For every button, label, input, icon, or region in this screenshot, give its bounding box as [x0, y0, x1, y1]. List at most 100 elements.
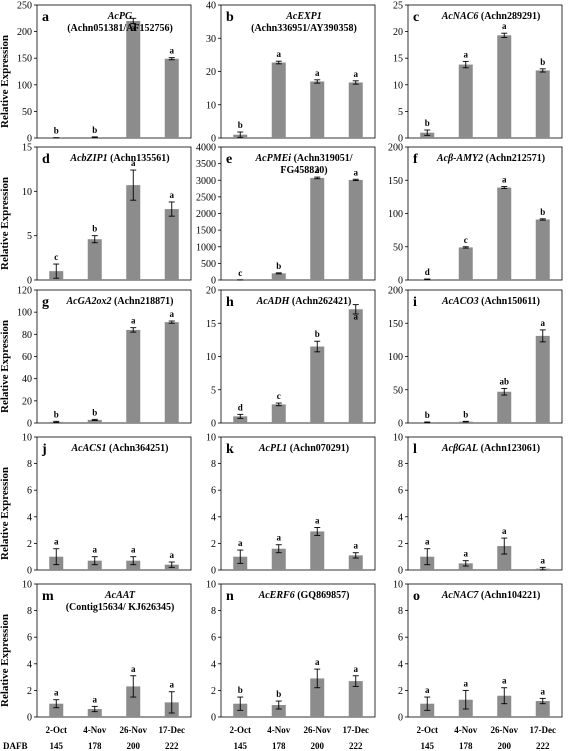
gene-accession: (Achn150611) [479, 296, 540, 307]
x-dafb-label: 200 [127, 741, 141, 751]
significance-label: a [54, 537, 59, 547]
panel-f: 0 50 100 150 200 d c a b f Acβ-AMY2 (Achn212571) [388, 143, 563, 287]
gene-accession: (Achn123061) [478, 443, 540, 454]
bar [310, 531, 325, 570]
panel-title: AcACO3 (Achn150611) [441, 296, 540, 307]
y-tick-label: 50 [393, 242, 403, 253]
y-axis-label: Relative Expression [0, 320, 11, 413]
gene-name: AcACS1 [71, 443, 107, 454]
significance-label: b [463, 409, 468, 419]
x-date-label: 26-Nov [120, 725, 148, 735]
bar [233, 416, 248, 423]
panel-title: AcPG [107, 11, 133, 22]
x-date-label: 2-Oct [46, 725, 68, 735]
y-tick-label: 4 [211, 659, 216, 670]
bar [164, 58, 179, 139]
y-tick-label: 10 [206, 100, 216, 111]
y-tick-label: 0 [27, 134, 32, 145]
panel-o: 0 2 4 6 8 10 a a a a o AcNAC7 (Achn104221) [393, 580, 563, 724]
significance-label: a [93, 694, 98, 704]
y-tick-label: 200 [388, 286, 403, 297]
y-tick-label: 0 [211, 276, 216, 287]
y-axis-label: Relative Expression [0, 35, 11, 128]
y-tick-label: 6 [211, 633, 216, 644]
y-tick-label: 100 [17, 308, 32, 319]
y-tick-label: 8 [27, 459, 32, 470]
x-dafb-label: 178 [272, 741, 286, 751]
bar [271, 62, 286, 138]
bar [126, 20, 141, 138]
y-tick-label: 40 [206, 1, 216, 12]
significance-label: a [170, 550, 175, 560]
panel-i: 0 50 100 150 200 b b ab a i AcACO3 (Achn150611) [388, 286, 563, 430]
y-tick-label: 6 [398, 486, 403, 497]
y-tick-label: 0 [398, 566, 403, 577]
panel-letter: n [226, 589, 234, 604]
y-tick-label: 50 [393, 385, 403, 396]
significance-label: c [464, 235, 468, 245]
significance-label: a [131, 664, 136, 674]
significance-label: b [276, 689, 281, 699]
y-tick-label: 25 [393, 1, 403, 12]
y-tick-label: 1500 [196, 226, 216, 237]
significance-label: a [170, 309, 175, 319]
y-tick-label: 20 [393, 27, 403, 38]
significance-label: a [131, 23, 136, 33]
significance-label: a [170, 680, 175, 690]
panel-title: AcERF6 (GQ869857) [258, 590, 350, 601]
bar [126, 185, 141, 280]
gene-name: AcEXP1 [285, 11, 322, 22]
y-tick-label: 15 [393, 54, 403, 65]
gene-name: Acβ-AMY2 [436, 153, 483, 164]
significance-label: a [502, 676, 507, 686]
significance-label: a [93, 545, 98, 555]
panel-d: 0 5 10 15 c b a a d AcbZIP1 (Achn135561) [22, 143, 192, 287]
y-tick-label: 150 [388, 319, 403, 330]
x-dafb-label: 145 [421, 741, 435, 751]
panel-j: 0 2 4 6 8 10 a a a a j AcACS1 (Achn364251) [22, 433, 192, 577]
y-tick-label: 30 [206, 34, 216, 45]
bar [310, 177, 325, 280]
significance-label: d [238, 402, 243, 412]
significance-label: a [315, 657, 320, 667]
bar [458, 563, 473, 570]
x-dafb-label: 145 [50, 741, 64, 751]
y-tick-label: 80 [22, 330, 32, 341]
y-tick-label: 60 [22, 352, 32, 363]
panel-subtitle: FG458820) [280, 165, 327, 176]
panel-letter: a [42, 10, 49, 25]
panel-e: 0 500 1000 1500 2000 2500 3000 3500 4000 c b a a e AcP… [196, 143, 376, 287]
bar [126, 329, 141, 423]
bar [348, 82, 363, 138]
bar [310, 346, 325, 423]
y-tick-label: 4 [27, 512, 32, 523]
gene-name: AcGA2ox2 [66, 296, 112, 307]
y-tick-label: 2 [398, 539, 403, 550]
panel-letter: m [42, 589, 54, 604]
bar [164, 209, 179, 280]
gene-accession: (Achn262421) [289, 296, 351, 307]
gene-accession: (Achn135561) [108, 153, 170, 164]
panel-subtitle: (Contig15634/ KJ626345) [66, 602, 175, 613]
panel-frame [36, 436, 192, 571]
gene-accession: (Achn212571) [483, 153, 545, 164]
y-tick-label: 20 [206, 286, 216, 297]
y-tick-label: 0 [211, 713, 216, 724]
panel-letter: i [413, 295, 417, 310]
significance-label: a [541, 555, 546, 565]
y-tick-label: 2 [211, 686, 216, 697]
significance-label: a [315, 68, 320, 78]
bar [535, 701, 550, 717]
significance-label: c [54, 252, 58, 262]
y-tick-label: 150 [17, 54, 32, 65]
bar [497, 35, 512, 138]
panel-b: 0 10 20 30 40 b a a a b AcEXP1(Achn336951/AY390358… [206, 1, 376, 145]
significance-label: a [541, 686, 546, 696]
significance-label: a [170, 46, 175, 56]
x-dafb-label: 178 [459, 741, 473, 751]
bar [310, 81, 325, 138]
y-tick-label: 20 [22, 396, 32, 407]
x-date-label: 4-Nov [454, 725, 477, 735]
